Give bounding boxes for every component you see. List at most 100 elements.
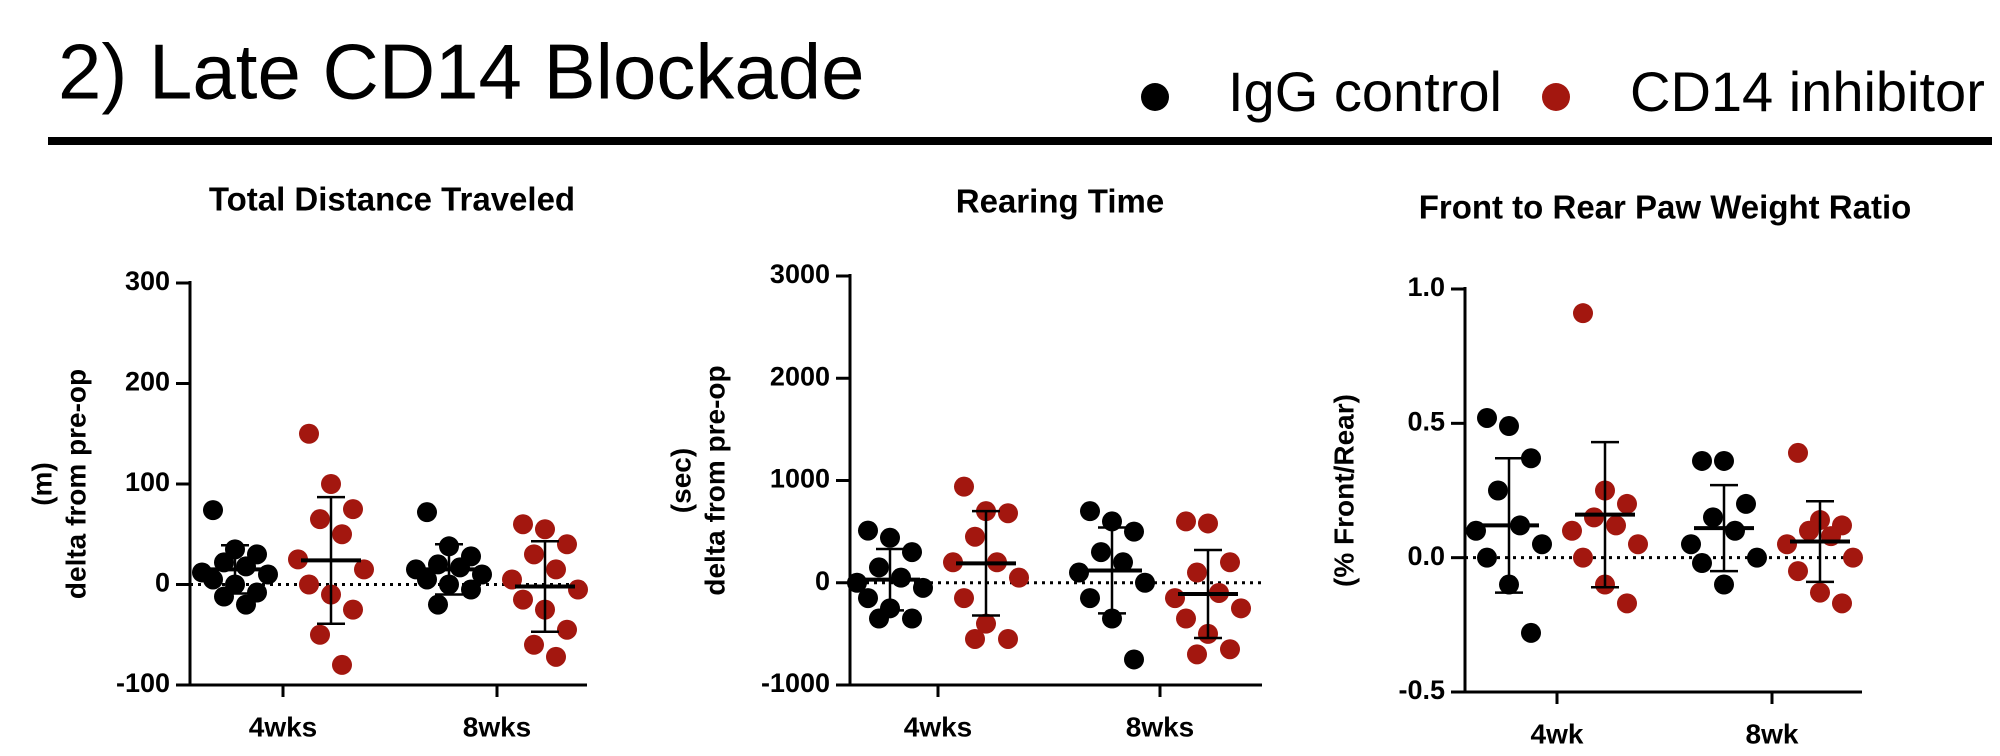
data-point bbox=[236, 594, 256, 615]
data-point bbox=[343, 599, 363, 620]
data-point bbox=[1788, 561, 1808, 582]
data-point bbox=[524, 544, 544, 565]
data-point bbox=[321, 474, 341, 494]
y-tick-label: -1000 bbox=[761, 668, 830, 698]
x-tick-label: 4wk bbox=[1531, 718, 1584, 749]
y-tick-label: 1000 bbox=[770, 464, 830, 494]
data-point bbox=[965, 628, 985, 649]
data-point bbox=[1135, 572, 1155, 593]
data-point bbox=[1124, 521, 1144, 542]
data-point bbox=[1080, 588, 1100, 609]
y-axis-label: (sec) bbox=[665, 448, 696, 513]
chart-title: Rearing Time bbox=[956, 183, 1164, 220]
y-tick-label: -0.5 bbox=[1398, 675, 1445, 705]
data-point bbox=[902, 542, 922, 563]
data-point bbox=[214, 586, 234, 607]
y-tick-label: 3000 bbox=[770, 259, 830, 289]
x-tick-label: 8wk bbox=[1746, 718, 1799, 749]
figure-title: 2) Late CD14 Blockade bbox=[58, 28, 864, 116]
data-point bbox=[1617, 493, 1637, 514]
y-axis-label: (% Front/Rear) bbox=[1328, 394, 1359, 587]
data-point bbox=[1692, 450, 1712, 471]
data-point bbox=[428, 594, 448, 615]
data-point bbox=[1009, 567, 1029, 588]
data-point bbox=[1832, 593, 1852, 614]
data-point bbox=[310, 509, 330, 530]
data-point bbox=[354, 559, 374, 580]
y-tick-label: 0.0 bbox=[1407, 541, 1445, 571]
data-point bbox=[546, 646, 566, 667]
data-point bbox=[343, 499, 363, 520]
y-tick-label: 200 bbox=[125, 367, 170, 397]
data-point bbox=[203, 500, 223, 521]
data-point bbox=[513, 514, 533, 535]
data-point bbox=[1499, 416, 1519, 437]
data-point bbox=[524, 634, 544, 655]
data-point bbox=[1231, 598, 1251, 619]
data-point bbox=[1113, 552, 1133, 573]
data-point bbox=[1573, 547, 1593, 568]
data-point bbox=[1703, 507, 1723, 528]
data-point bbox=[1681, 534, 1701, 555]
data-point bbox=[461, 579, 481, 600]
title-rule bbox=[48, 137, 1992, 145]
data-point bbox=[880, 527, 900, 548]
data-point bbox=[1124, 649, 1144, 670]
data-point bbox=[858, 588, 878, 609]
y-tick-label: -100 bbox=[116, 668, 170, 698]
data-point bbox=[1725, 520, 1745, 541]
data-point bbox=[965, 526, 985, 547]
data-point bbox=[1777, 534, 1797, 555]
data-point bbox=[998, 503, 1018, 524]
data-point bbox=[502, 569, 522, 590]
data-point bbox=[236, 556, 256, 577]
data-point bbox=[954, 588, 974, 609]
data-point bbox=[902, 608, 922, 629]
data-point bbox=[1176, 608, 1196, 629]
data-point bbox=[1617, 593, 1637, 614]
data-point bbox=[1220, 552, 1240, 573]
data-point bbox=[450, 557, 470, 578]
data-point bbox=[998, 628, 1018, 649]
data-point bbox=[203, 569, 223, 590]
data-point bbox=[1521, 448, 1541, 469]
y-tick-label: 0.5 bbox=[1407, 406, 1445, 436]
data-point bbox=[535, 519, 555, 540]
data-point bbox=[1198, 513, 1218, 534]
data-point bbox=[1843, 547, 1863, 568]
data-point bbox=[1532, 534, 1552, 555]
data-point bbox=[1692, 553, 1712, 574]
data-point bbox=[891, 567, 911, 588]
y-axis-label: delta from pre-op bbox=[60, 369, 91, 599]
y-tick-label: 100 bbox=[125, 467, 170, 497]
x-tick-label: 8wks bbox=[1126, 711, 1195, 742]
data-point bbox=[1799, 520, 1819, 541]
y-tick-label: 2000 bbox=[770, 361, 830, 391]
data-point bbox=[869, 608, 889, 629]
data-point bbox=[1573, 303, 1593, 324]
data-point bbox=[288, 549, 308, 570]
data-point bbox=[1477, 407, 1497, 428]
legend-marker bbox=[1542, 83, 1570, 111]
data-point bbox=[1714, 574, 1734, 595]
x-tick-label: 4wks bbox=[904, 711, 973, 742]
data-point bbox=[1747, 547, 1767, 568]
data-point bbox=[417, 569, 437, 590]
chart-title: Total Distance Traveled bbox=[209, 181, 575, 218]
data-point bbox=[332, 524, 352, 545]
x-tick-label: 4wks bbox=[249, 711, 318, 742]
data-point bbox=[1736, 493, 1756, 514]
data-point bbox=[1788, 442, 1808, 463]
data-point bbox=[858, 520, 878, 541]
data-point bbox=[1187, 644, 1207, 665]
data-point bbox=[1521, 622, 1541, 643]
data-point bbox=[1810, 582, 1830, 603]
chart-title: Front to Rear Paw Weight Ratio bbox=[1419, 189, 1912, 226]
data-point bbox=[1562, 520, 1582, 541]
data-point bbox=[299, 423, 319, 444]
data-point bbox=[1165, 588, 1185, 609]
data-point bbox=[976, 613, 996, 634]
data-point bbox=[513, 589, 533, 610]
data-point bbox=[1584, 507, 1604, 528]
